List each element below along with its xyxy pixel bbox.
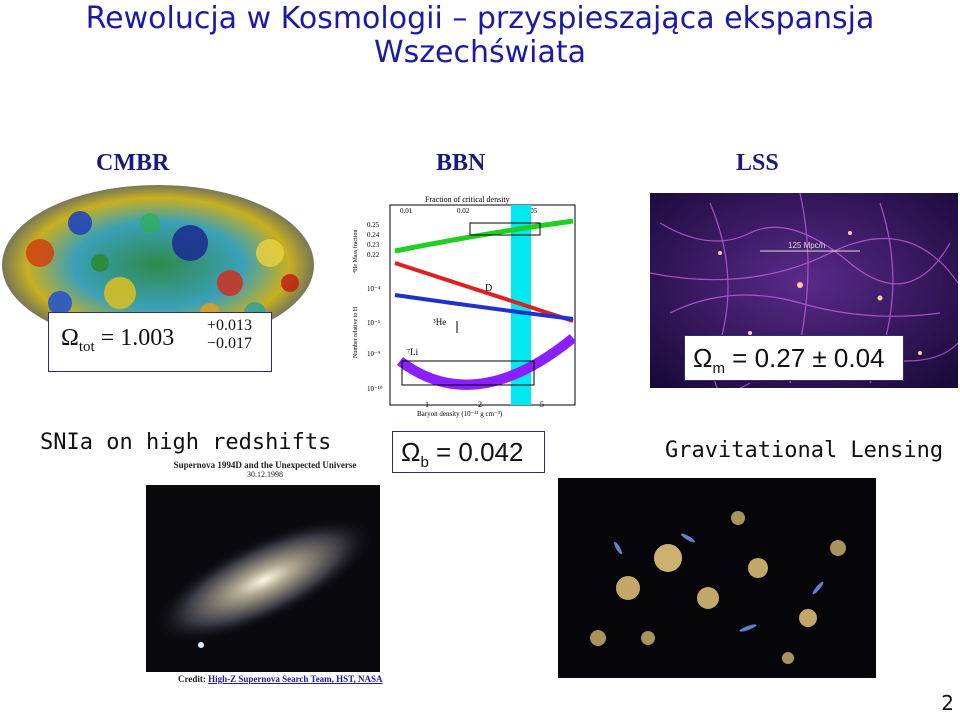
bbn-ytick: 0.23 [367, 241, 380, 249]
bbn-label: BBN [436, 150, 486, 176]
snia-credit-link[interactable]: High-Z Supernova Search Team, HST, NASA [208, 674, 383, 684]
omega-b-value: = 0.042 [428, 437, 524, 467]
bbn-xtick: 1 [425, 400, 429, 409]
bbn-top-tick: 0.05 [525, 207, 538, 215]
lss-scale-label: 125 Mpc/h [788, 241, 825, 250]
bbn-plot: Fraction of critical density 0.01 0.02 0… [352, 195, 577, 418]
cmb-sky-map [2, 185, 314, 345]
page-number: 2 [941, 691, 954, 715]
bbn-ylabel-top: ⁴He Mass fraction [352, 230, 359, 273]
slide-title-line1: Rewolucja w Kosmologii – przyspieszająca… [85, 1, 875, 36]
bbn-xlabel: Baryon density (10⁻³¹ g cm⁻³) [417, 410, 503, 418]
omega-m-sub: m [712, 360, 725, 378]
bbn-label-li7: ⁷Li [407, 347, 419, 357]
lensing-cluster-image [558, 478, 876, 678]
bbn-ytick: 0.24 [367, 231, 380, 239]
slide-title-line2: Wszechświata [373, 35, 587, 70]
bbn-ytick: 10⁻⁹ [367, 350, 381, 358]
omega-m-value: = 0.27 ± 0.04 [724, 343, 885, 373]
bbn-li7-curve [396, 334, 577, 390]
bbn-top-tick: 0.02 [457, 207, 470, 215]
omega-b-sub: b [420, 454, 429, 472]
bbn-ylabel-bottom: Number relative to H [353, 306, 359, 358]
omega-tot-upper: +0.013 [207, 317, 253, 334]
bbn-he3-curve [394, 293, 574, 321]
bbn-xtick: 2 [478, 400, 482, 409]
snia-image-title: Supernova 1994D and the Unexpected Unive… [173, 460, 357, 470]
bbn-label-he3: ³He [433, 317, 446, 327]
bbn-ytick: 10⁻⁴ [367, 285, 381, 293]
slide-title: Rewolucja w Kosmologii – przyspieszająca… [0, 2, 960, 70]
bbn-deuterium-curve [394, 261, 574, 323]
galaxy-image [146, 485, 380, 672]
bbn-label-d: D [485, 283, 492, 294]
snia-label: SNIa on high redshifts [40, 430, 332, 455]
snia-image-date: 30.12.1998 [247, 470, 283, 479]
omega-tot-lower: −0.017 [207, 335, 253, 352]
omega-b-symbol: Ω [401, 437, 421, 467]
cmbr-label: CMBR [96, 150, 170, 176]
bbn-ytick: 10⁻⁵ [367, 319, 381, 327]
omega-tot-value: = 1.003 [100, 325, 175, 351]
bbn-ytick: 0.25 [367, 221, 380, 229]
bbn-top-label: Fraction of critical density [425, 195, 510, 204]
lss-label: LSS [736, 150, 779, 176]
omega-tot-sub: tot [78, 338, 95, 355]
supernova-point [198, 642, 204, 648]
omega-b-box: Ωb = 0.042 [392, 431, 545, 473]
lensing-label: Gravitational Lensing [665, 438, 944, 463]
omega-m-symbol: Ω [693, 343, 713, 373]
omega-m-box: Ωm = 0.27 ± 0.04 [684, 335, 904, 381]
snia-credit-prefix: Credit: [178, 674, 209, 684]
bbn-xtick: 5 [540, 400, 544, 409]
bbn-ytick: 0.22 [367, 251, 380, 259]
omega-tot-box: Ωtot = 1.003 +0.013 −0.017 [48, 312, 272, 372]
bbn-ytick: 10⁻¹⁰ [367, 385, 383, 393]
bbn-top-tick: 0.01 [400, 207, 413, 215]
omega-tot-symbol: Ω [61, 325, 79, 351]
snia-image-panel: Supernova 1994D and the Unexpected Unive… [146, 460, 383, 688]
